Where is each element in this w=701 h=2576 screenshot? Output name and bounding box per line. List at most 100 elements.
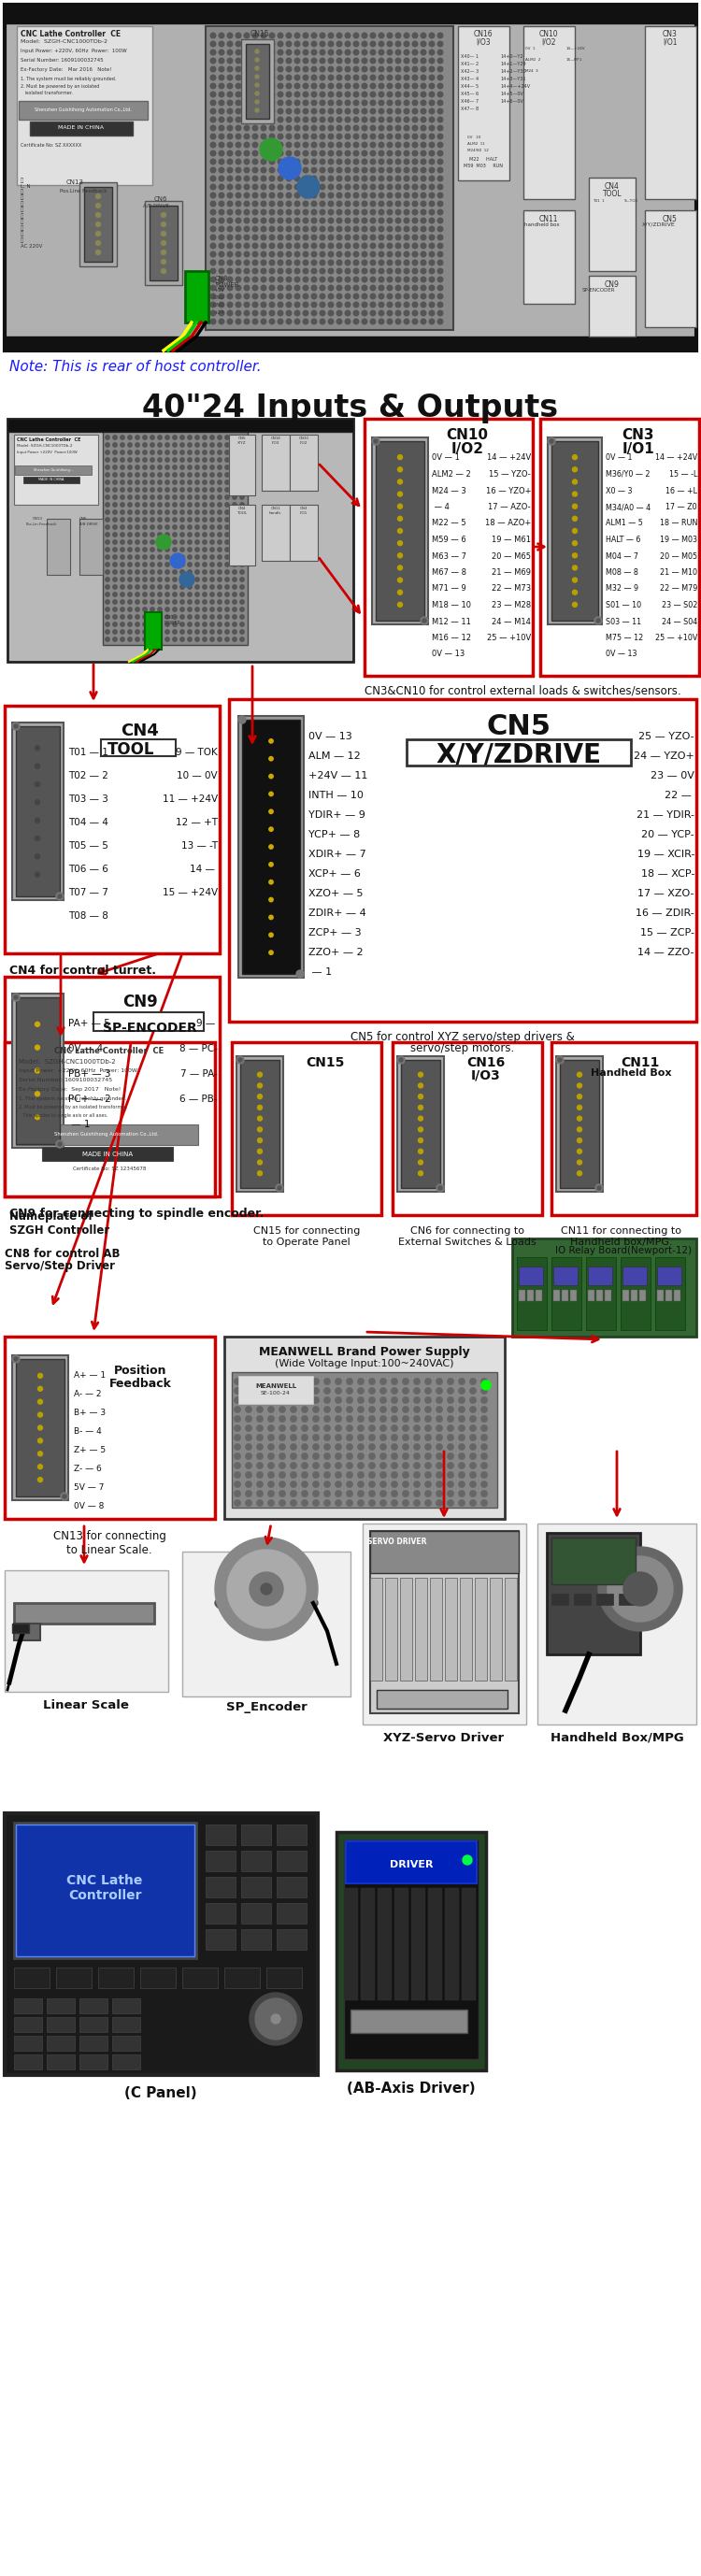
Circle shape (387, 59, 393, 64)
Circle shape (172, 451, 177, 453)
Circle shape (278, 286, 283, 291)
Circle shape (269, 93, 275, 98)
Text: Serial Number: 1609100032745: Serial Number: 1609100032745 (19, 1077, 112, 1082)
Circle shape (105, 510, 109, 515)
Circle shape (421, 252, 426, 258)
Text: T04 — 4: T04 — 4 (68, 817, 108, 827)
Circle shape (290, 1453, 297, 1458)
Bar (393, 1043, 542, 1216)
Bar (407, 739, 631, 765)
Text: DRIVER: DRIVER (390, 1860, 433, 1870)
Circle shape (370, 294, 376, 299)
Circle shape (387, 116, 393, 121)
Circle shape (421, 294, 426, 299)
Text: Position: Position (114, 1365, 167, 1376)
Circle shape (278, 301, 283, 307)
Circle shape (210, 185, 216, 191)
Circle shape (353, 209, 359, 214)
Circle shape (324, 1406, 330, 1412)
Circle shape (165, 623, 170, 626)
Circle shape (418, 1159, 423, 1164)
Circle shape (165, 510, 170, 515)
Circle shape (227, 134, 233, 139)
Circle shape (12, 1355, 20, 1363)
Circle shape (328, 234, 334, 240)
Bar (665, 1291, 672, 1301)
Circle shape (379, 33, 384, 39)
Circle shape (252, 134, 258, 139)
Circle shape (395, 294, 401, 299)
Circle shape (113, 600, 117, 603)
Circle shape (345, 59, 350, 64)
Text: SP_Encoder: SP_Encoder (226, 1700, 307, 1713)
Circle shape (437, 175, 443, 180)
Circle shape (577, 1139, 582, 1144)
Circle shape (279, 1435, 285, 1440)
Circle shape (286, 268, 292, 273)
Circle shape (391, 1425, 397, 1432)
Circle shape (458, 1425, 465, 1432)
Circle shape (362, 234, 367, 240)
Circle shape (180, 466, 184, 469)
Circle shape (180, 533, 184, 536)
Circle shape (481, 1463, 487, 1468)
Text: — 1: — 1 (308, 969, 332, 976)
Circle shape (336, 286, 342, 291)
Circle shape (370, 312, 376, 317)
Circle shape (370, 268, 376, 273)
Circle shape (313, 1435, 319, 1440)
Circle shape (320, 116, 325, 121)
Bar (620, 1257, 651, 1329)
Circle shape (380, 1396, 386, 1404)
Text: 15 — -L: 15 — -L (669, 471, 697, 479)
Circle shape (150, 451, 154, 453)
Circle shape (210, 600, 215, 603)
Circle shape (412, 59, 418, 64)
Circle shape (320, 149, 325, 157)
Circle shape (286, 67, 292, 72)
Circle shape (346, 1388, 353, 1394)
Circle shape (345, 167, 350, 173)
Circle shape (210, 294, 216, 299)
Circle shape (421, 82, 426, 88)
Circle shape (150, 533, 154, 536)
Bar (519, 1291, 525, 1301)
Circle shape (335, 1378, 341, 1383)
Text: 23 — 0V: 23 — 0V (651, 770, 695, 781)
Circle shape (429, 301, 435, 307)
Circle shape (358, 1417, 364, 1422)
Circle shape (369, 1378, 375, 1383)
Circle shape (38, 1373, 43, 1378)
Circle shape (379, 93, 384, 98)
Text: CN15 for connecting
to Operate Panel: CN15 for connecting to Operate Panel (253, 1226, 360, 1247)
Circle shape (421, 108, 426, 113)
Circle shape (294, 319, 300, 325)
Circle shape (261, 167, 266, 173)
Circle shape (203, 569, 207, 574)
Bar (290, 505, 318, 562)
Text: Z- — 6: Z- — 6 (74, 1466, 102, 1473)
Circle shape (301, 1492, 308, 1497)
Circle shape (121, 600, 125, 603)
Text: CN3
I/O1: CN3 I/O1 (300, 507, 308, 515)
Circle shape (294, 276, 300, 283)
Circle shape (268, 1463, 274, 1468)
Circle shape (244, 219, 250, 224)
Circle shape (158, 592, 162, 598)
Circle shape (380, 1417, 386, 1422)
Circle shape (313, 1425, 319, 1432)
Text: CN10: CN10 (539, 31, 558, 39)
Circle shape (402, 1435, 409, 1440)
Circle shape (362, 75, 367, 80)
Circle shape (387, 209, 393, 214)
Circle shape (404, 142, 409, 147)
Text: M24 — 3: M24 — 3 (432, 487, 466, 495)
Circle shape (379, 227, 384, 232)
Circle shape (105, 451, 109, 453)
Circle shape (320, 252, 325, 258)
Circle shape (336, 49, 342, 54)
Circle shape (414, 1445, 420, 1450)
Circle shape (210, 134, 216, 139)
Circle shape (290, 1481, 297, 1486)
Circle shape (269, 809, 273, 814)
